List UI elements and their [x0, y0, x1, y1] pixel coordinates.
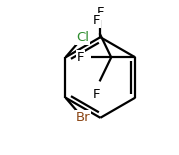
Text: F: F — [93, 14, 100, 27]
Text: F: F — [93, 88, 100, 101]
Text: Cl: Cl — [76, 31, 89, 44]
Text: F: F — [77, 51, 84, 64]
Text: F: F — [97, 6, 104, 19]
Text: Br: Br — [76, 111, 90, 124]
